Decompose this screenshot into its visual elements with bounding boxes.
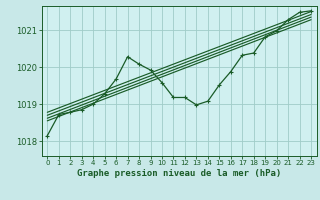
X-axis label: Graphe pression niveau de la mer (hPa): Graphe pression niveau de la mer (hPa) (77, 169, 281, 178)
